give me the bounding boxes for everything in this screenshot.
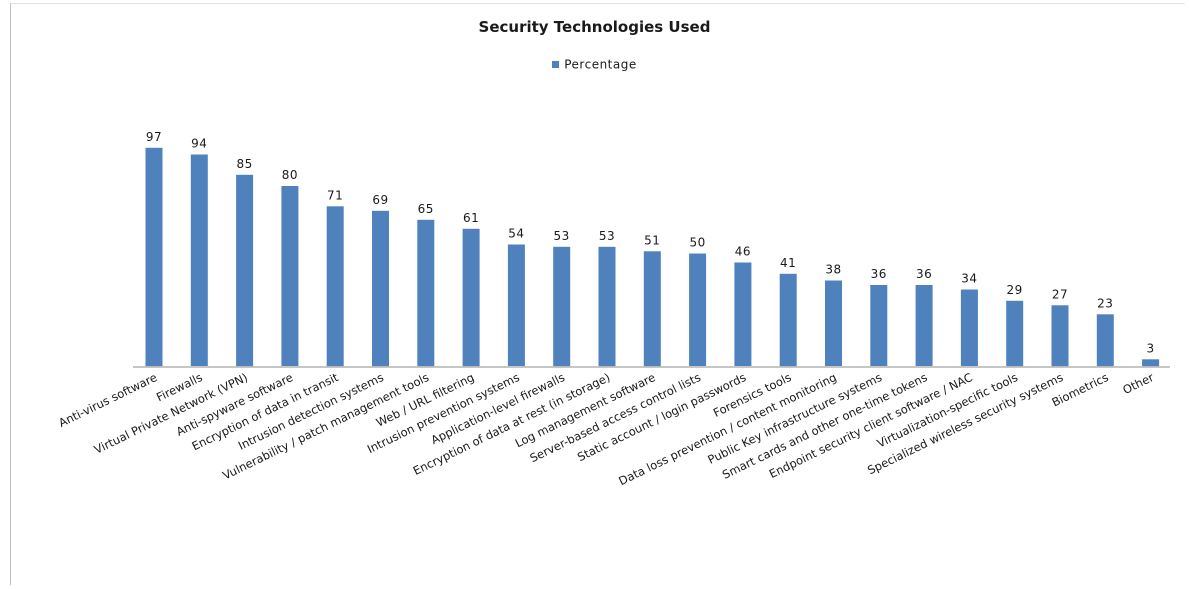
data-label: 51 (644, 233, 660, 247)
data-label: 27 (1052, 287, 1068, 301)
data-label: 23 (1097, 296, 1113, 310)
bar (417, 219, 435, 367)
bar (960, 289, 978, 366)
bar (1096, 314, 1114, 367)
bar (689, 253, 707, 366)
data-label: 34 (961, 272, 977, 286)
data-label: 69 (372, 193, 388, 207)
category-label: Other (1120, 370, 1156, 397)
bar (1051, 305, 1069, 367)
bar (1006, 300, 1024, 367)
data-label: 36 (871, 267, 887, 281)
data-label: 50 (689, 236, 705, 250)
data-label: 94 (191, 137, 207, 151)
bars-group (145, 147, 1160, 367)
data-label: 85 (236, 157, 252, 171)
data-label: 41 (780, 256, 796, 270)
bar (326, 206, 344, 367)
bar (553, 246, 571, 367)
bar (779, 273, 797, 367)
data-label: 29 (1007, 283, 1023, 297)
bar (190, 154, 208, 366)
data-label: 53 (599, 229, 615, 243)
data-label: 80 (282, 168, 298, 182)
bar (507, 244, 525, 366)
legend-swatch (552, 61, 560, 68)
bar (643, 251, 661, 367)
data-labels-group: 97 94 85 80 71 69 65 61 54 53 53 51 50 46 41 38 36 36 34 29… (146, 130, 1155, 355)
bar (462, 228, 480, 367)
data-label: 36 (916, 267, 932, 281)
data-label: 71 (327, 188, 343, 202)
bar (281, 186, 299, 366)
data-label: 65 (418, 202, 434, 216)
bar (236, 174, 254, 367)
bar (372, 210, 389, 367)
data-label: 97 (146, 130, 162, 144)
data-label: 54 (508, 227, 524, 241)
data-label: 53 (554, 229, 570, 243)
data-label: 38 (825, 263, 841, 277)
bar (598, 246, 616, 367)
bar (1142, 359, 1160, 367)
bar (915, 285, 933, 366)
data-label: 3 (1147, 341, 1155, 355)
chart-frame (10, 3, 1185, 585)
chart-title: Security Technologies Used (478, 18, 711, 36)
bar (870, 285, 888, 366)
data-label: 46 (735, 245, 751, 259)
bar (825, 280, 842, 366)
bar (145, 147, 163, 367)
data-label: 61 (463, 211, 479, 225)
bar (734, 262, 752, 366)
legend-label: Percentage (564, 57, 637, 72)
legend: Percentage (0, 57, 1189, 72)
